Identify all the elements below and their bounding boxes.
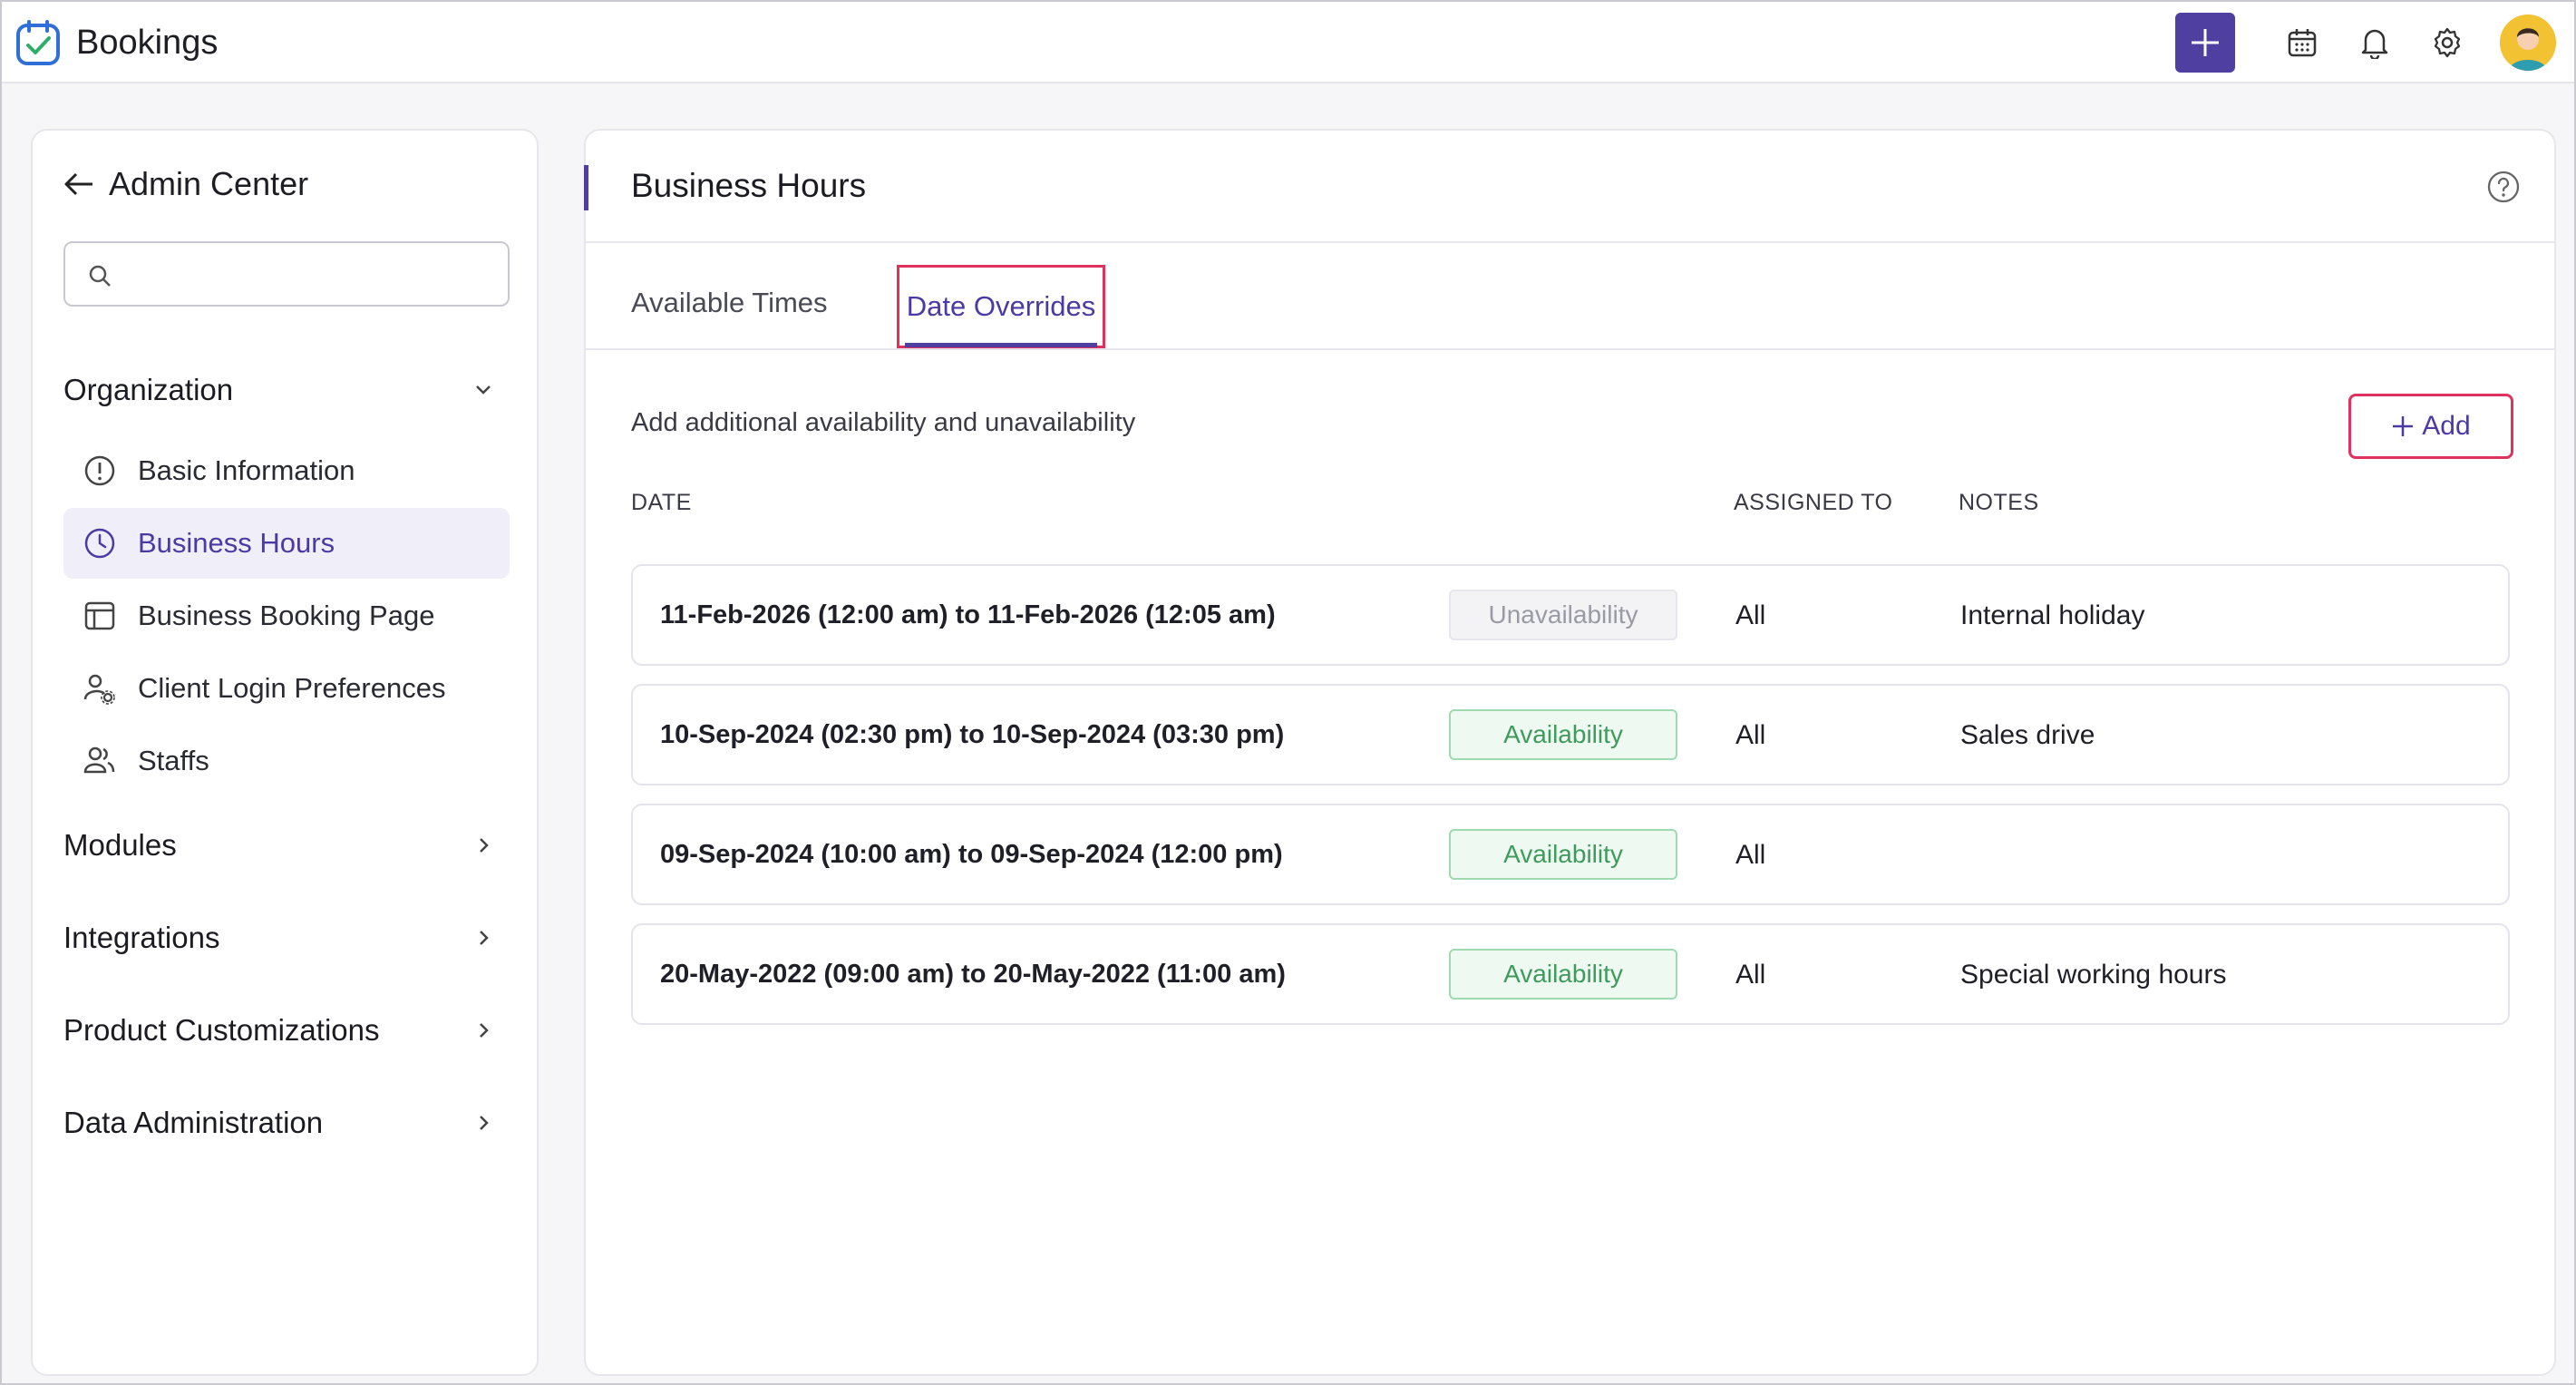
app-title: Bookings bbox=[76, 23, 219, 62]
page-title: Business Hours bbox=[631, 167, 867, 204]
brand[interactable]: Bookings bbox=[15, 18, 218, 67]
section-product-customizations-label: Product Customizations bbox=[63, 1013, 380, 1047]
table-row[interactable]: 09-Sep-2024 (10:00 am) to 09-Sep-2024 (1… bbox=[631, 804, 2510, 905]
override-date-range: 10-Sep-2024 (02:30 pm) to 10-Sep-2024 (0… bbox=[660, 720, 1285, 749]
column-header-notes: NOTES bbox=[1959, 490, 2039, 515]
section-data-administration[interactable]: Data Administration bbox=[63, 1096, 510, 1150]
sidebar-item-label: Business Booking Page bbox=[138, 600, 435, 631]
tab-bar: Available Times Date Overrides bbox=[586, 243, 2554, 350]
plus-icon bbox=[2192, 29, 2219, 56]
calendar-icon bbox=[2288, 29, 2317, 57]
assigned-to-value: All bbox=[1735, 720, 1766, 750]
sidebar-item-business-hours[interactable]: Business Hours bbox=[63, 508, 510, 579]
table-row[interactable]: 20-May-2022 (09:00 am) to 20-May-2022 (1… bbox=[631, 923, 2510, 1025]
status-badge: Unavailability bbox=[1449, 590, 1677, 640]
section-modules[interactable]: Modules bbox=[63, 818, 510, 873]
section-organization[interactable]: Organization bbox=[63, 363, 510, 417]
calendar-button[interactable] bbox=[2266, 11, 2338, 74]
override-date-range: 20-May-2022 (09:00 am) to 20-May-2022 (1… bbox=[660, 960, 1286, 989]
chevron-right-icon bbox=[480, 1023, 489, 1038]
business-hours-panel: Business Hours Available Times Date Over… bbox=[584, 129, 2556, 1376]
top-bar: Bookings bbox=[2, 2, 2574, 83]
chevron-down-icon bbox=[476, 385, 491, 395]
section-product-customizations[interactable]: Product Customizations bbox=[63, 1003, 510, 1058]
sidebar-item-label: Client Login Preferences bbox=[138, 672, 446, 704]
sidebar-item-client-login-preferences[interactable]: Client Login Preferences bbox=[63, 653, 510, 724]
sidebar-item-label: Business Hours bbox=[138, 527, 335, 559]
status-badge: Availability bbox=[1449, 709, 1677, 760]
info-icon bbox=[84, 455, 115, 486]
avatar[interactable] bbox=[2500, 15, 2556, 71]
notes-value: Internal holiday bbox=[1960, 600, 2145, 630]
section-integrations[interactable]: Integrations bbox=[63, 911, 510, 965]
search-icon bbox=[89, 265, 111, 287]
tab-date-overrides[interactable]: Date Overrides bbox=[897, 265, 1105, 348]
section-integrations-label: Integrations bbox=[63, 921, 220, 954]
user-avatar-icon bbox=[2500, 15, 2556, 71]
add-button-label: Add bbox=[2422, 411, 2471, 441]
column-header-assigned-to: ASSIGNED TO bbox=[1734, 490, 1893, 515]
sidebar-item-label: Basic Information bbox=[138, 454, 355, 486]
add-override-button[interactable]: Add bbox=[2348, 394, 2513, 459]
gear-icon bbox=[2434, 27, 2461, 58]
tab-available-times[interactable]: Available Times bbox=[631, 287, 828, 318]
notifications-button[interactable] bbox=[2338, 11, 2411, 74]
override-date-range: 09-Sep-2024 (10:00 am) to 09-Sep-2024 (1… bbox=[660, 840, 1283, 869]
admin-sidebar: Admin Center Organization Basic Informat… bbox=[31, 129, 539, 1376]
header-accent-bar bbox=[584, 165, 588, 210]
sidebar-search[interactable] bbox=[63, 241, 510, 307]
section-data-administration-label: Data Administration bbox=[63, 1106, 324, 1139]
back-arrow-icon bbox=[64, 172, 92, 196]
panel-header: Business Hours bbox=[584, 131, 2554, 243]
status-badge: Availability bbox=[1449, 829, 1677, 880]
assigned-to-value: All bbox=[1735, 960, 1766, 990]
sidebar-item-label: Staffs bbox=[138, 745, 209, 776]
help-icon[interactable] bbox=[2485, 169, 2522, 205]
sidebar-item-staffs[interactable]: Staffs bbox=[63, 726, 510, 796]
table-row[interactable]: 11-Feb-2026 (12:00 am) to 11-Feb-2026 (1… bbox=[631, 564, 2510, 666]
section-modules-label: Modules bbox=[63, 828, 177, 862]
bookings-logo-icon bbox=[16, 20, 60, 65]
sidebar-item-basic-information[interactable]: Basic Information bbox=[63, 435, 510, 506]
notes-value: Sales drive bbox=[1960, 720, 2095, 750]
overrides-description: Add additional availability and unavaila… bbox=[631, 408, 1136, 437]
notes-value: Special working hours bbox=[1960, 960, 2227, 990]
column-header-date: DATE bbox=[631, 490, 692, 515]
user-gear-icon bbox=[83, 674, 115, 705]
active-tab-indicator bbox=[905, 343, 1097, 347]
chevron-right-icon bbox=[480, 931, 489, 945]
section-organization-label: Organization bbox=[63, 373, 234, 406]
table-row[interactable]: 10-Sep-2024 (02:30 pm) to 10-Sep-2024 (0… bbox=[631, 684, 2510, 785]
users-icon bbox=[83, 746, 115, 774]
chevron-right-icon bbox=[480, 1116, 489, 1130]
search-input[interactable] bbox=[127, 252, 490, 297]
override-date-range: 11-Feb-2026 (12:00 am) to 11-Feb-2026 (1… bbox=[660, 600, 1276, 629]
settings-button[interactable] bbox=[2411, 11, 2484, 74]
status-badge: Availability bbox=[1449, 949, 1677, 1000]
sidebar-item-business-booking-page[interactable]: Business Booking Page bbox=[63, 580, 510, 651]
admin-center-header[interactable]: Admin Center bbox=[62, 165, 308, 203]
clock-icon bbox=[84, 528, 115, 559]
bell-icon bbox=[2361, 29, 2388, 59]
assigned-to-value: All bbox=[1735, 840, 1766, 870]
admin-center-title: Admin Center bbox=[109, 165, 309, 202]
top-actions bbox=[2175, 11, 2556, 74]
browser-icon bbox=[84, 601, 115, 630]
create-button[interactable] bbox=[2175, 13, 2235, 73]
chevron-right-icon bbox=[480, 838, 489, 853]
plus-icon bbox=[2393, 416, 2414, 436]
assigned-to-value: All bbox=[1735, 600, 1766, 630]
